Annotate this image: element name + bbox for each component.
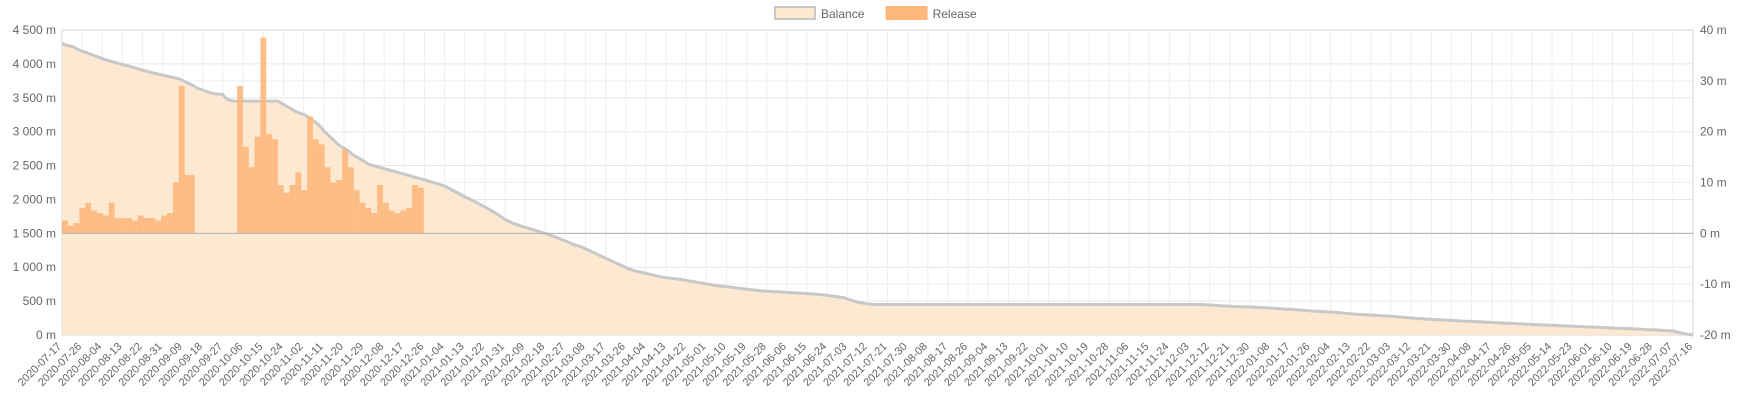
release-bar bbox=[417, 187, 424, 234]
release-bar bbox=[324, 167, 331, 234]
release-bar bbox=[388, 210, 395, 234]
release-bar bbox=[382, 202, 389, 234]
y-axis-left-tick: 2 000 m bbox=[13, 192, 56, 206]
release-bar bbox=[126, 218, 133, 234]
release-bar bbox=[167, 213, 173, 234]
release-bar bbox=[254, 136, 261, 234]
release-bar bbox=[91, 210, 98, 234]
release-bar bbox=[102, 215, 109, 234]
release-bar bbox=[132, 220, 138, 234]
balance-area bbox=[62, 43, 1693, 336]
release-bar bbox=[394, 213, 401, 234]
release-bar bbox=[342, 149, 348, 234]
y-axis-right-tick: 0 m bbox=[1700, 226, 1720, 240]
y-axis-left-tick: 3 000 m bbox=[13, 125, 56, 139]
legend-swatch bbox=[885, 6, 928, 20]
legend-swatch bbox=[774, 6, 816, 20]
release-bar bbox=[359, 202, 366, 234]
release-bar bbox=[307, 116, 313, 234]
y-axis-right-tick: 20 m bbox=[1700, 125, 1727, 139]
release-bar bbox=[155, 220, 162, 234]
release-bar bbox=[62, 220, 68, 234]
release-bar bbox=[289, 185, 296, 234]
release-bar bbox=[97, 213, 103, 234]
release-bar bbox=[412, 185, 418, 234]
release-bar bbox=[318, 144, 325, 234]
release-bar bbox=[161, 215, 168, 234]
y-axis-left-tick: 1 000 m bbox=[13, 260, 56, 274]
release-bar bbox=[266, 134, 273, 234]
release-bar bbox=[67, 225, 74, 234]
release-bar bbox=[79, 207, 86, 234]
balance-line bbox=[61, 42, 1694, 337]
y-axis-left-tick: 0 m bbox=[36, 328, 56, 342]
release-bar bbox=[237, 85, 243, 234]
y-axis-left-tick: 1 500 m bbox=[13, 226, 56, 240]
y-axis-right-tick: 30 m bbox=[1700, 74, 1727, 88]
legend-label: Release bbox=[933, 7, 977, 21]
release-bar bbox=[260, 37, 267, 234]
release-bar bbox=[120, 218, 127, 234]
y-axis-left-tick: 3 500 m bbox=[13, 91, 56, 105]
legend-label: Balance bbox=[821, 7, 865, 21]
release-bar bbox=[330, 182, 337, 234]
y-axis-left-tick: 4 000 m bbox=[13, 57, 56, 71]
release-bar bbox=[242, 146, 249, 234]
release-bar bbox=[272, 139, 278, 234]
release-bar bbox=[377, 185, 383, 234]
y-axis-right-tick: -20 m bbox=[1700, 328, 1731, 342]
release-bar bbox=[406, 207, 413, 234]
y-axis-left-tick: 500 m bbox=[23, 294, 56, 308]
release-bar bbox=[347, 167, 354, 234]
release-bar bbox=[353, 190, 360, 234]
release-bar bbox=[371, 213, 378, 234]
release-bar bbox=[85, 202, 92, 234]
release-bar bbox=[184, 174, 191, 234]
release-bar bbox=[400, 210, 407, 234]
release-bar bbox=[137, 215, 144, 234]
release-bar bbox=[277, 185, 284, 234]
y-axis-left-tick: 2 500 m bbox=[13, 159, 56, 173]
release-bar bbox=[114, 218, 121, 234]
y-axis-right-tick: 40 m bbox=[1700, 23, 1727, 37]
y-axis-right-tick: -10 m bbox=[1700, 277, 1731, 291]
release-bar bbox=[143, 218, 150, 234]
release-bar bbox=[73, 223, 80, 234]
release-bar bbox=[178, 85, 185, 234]
release-bar bbox=[190, 174, 195, 234]
release-bar bbox=[172, 182, 179, 234]
release-bar bbox=[283, 192, 290, 234]
y-axis-left-tick: 4 500 m bbox=[13, 23, 56, 37]
release-bar bbox=[108, 202, 115, 234]
release-bar bbox=[312, 139, 319, 234]
release-bar bbox=[336, 179, 343, 234]
y-axis-right-tick: 10 m bbox=[1700, 176, 1727, 190]
release-bar bbox=[149, 218, 156, 234]
release-bar bbox=[248, 167, 255, 234]
release-bar bbox=[295, 172, 302, 234]
release-bar bbox=[365, 207, 372, 234]
release-bar bbox=[301, 190, 308, 234]
